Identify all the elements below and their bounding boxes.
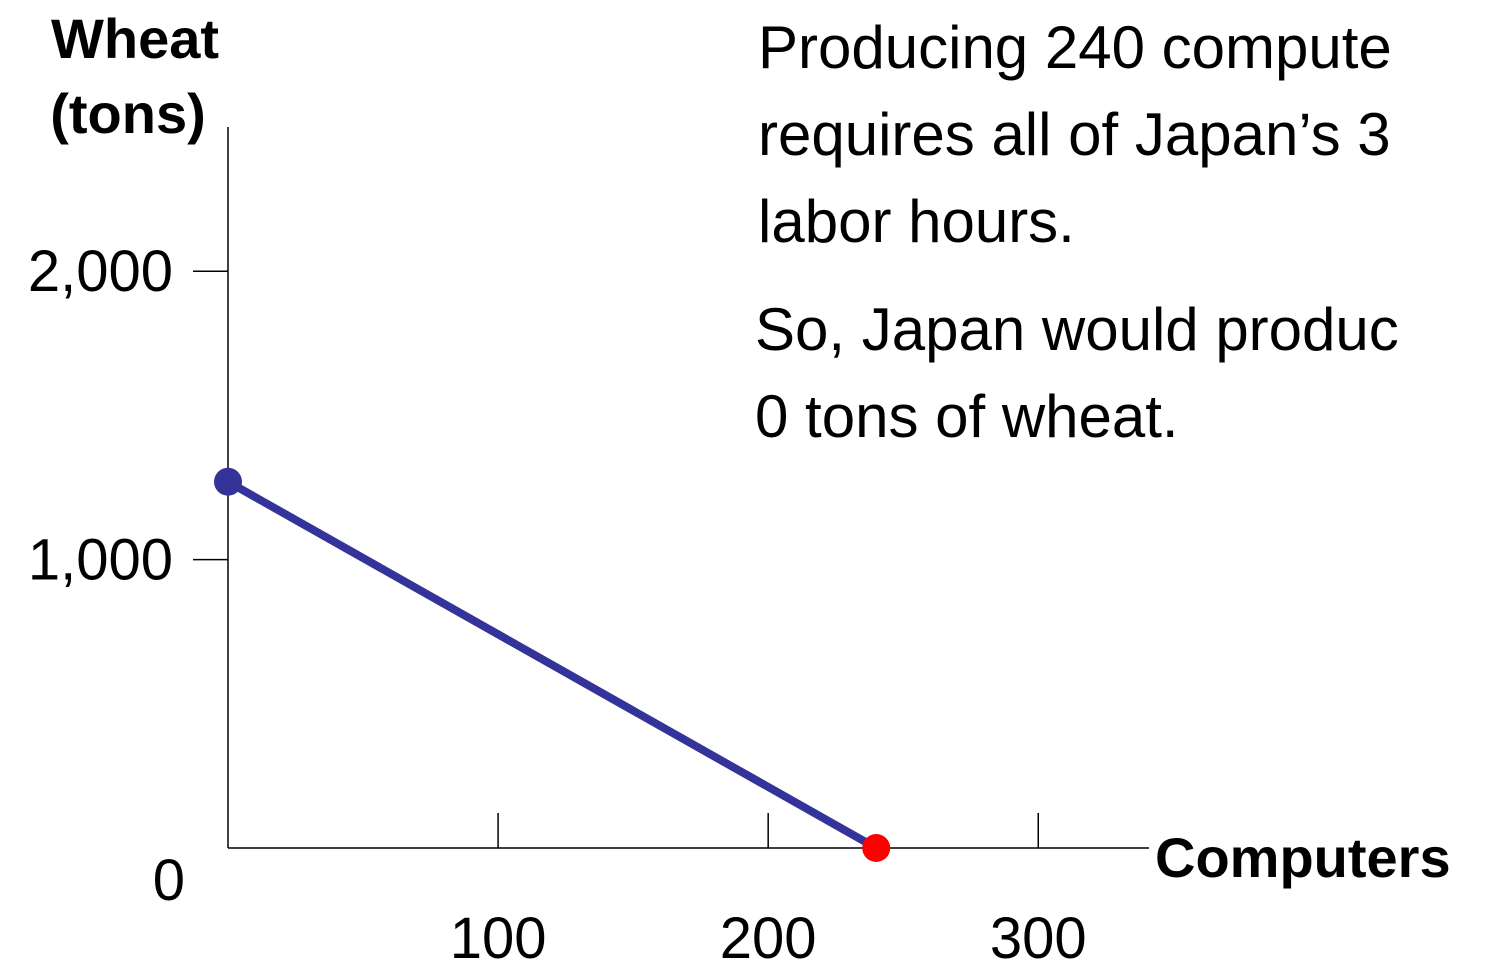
- x-tick-label: 200: [720, 906, 817, 963]
- y-tick-label: 2,000: [28, 239, 173, 304]
- series-line: [226, 478, 879, 852]
- x-tick-label: 100: [450, 906, 547, 963]
- y-axis-label: Wheat: [51, 7, 219, 70]
- annotation: requires all of Japan’s 3: [758, 101, 1391, 168]
- y-tick-label: 0: [153, 848, 185, 913]
- x-tick-label: 300: [990, 906, 1087, 963]
- annotation: So, Japan would produc: [755, 296, 1399, 363]
- y-tick-label: 1,000: [28, 528, 173, 593]
- annotation: 0 tons of wheat.: [755, 383, 1179, 450]
- annotation: labor hours.: [758, 188, 1075, 255]
- x-axis-label: Computers: [1155, 826, 1451, 889]
- annotation: Producing 240 compute: [758, 14, 1392, 81]
- y-axis-label: (tons): [50, 82, 206, 145]
- point: [862, 834, 891, 862]
- point: [214, 467, 242, 496]
